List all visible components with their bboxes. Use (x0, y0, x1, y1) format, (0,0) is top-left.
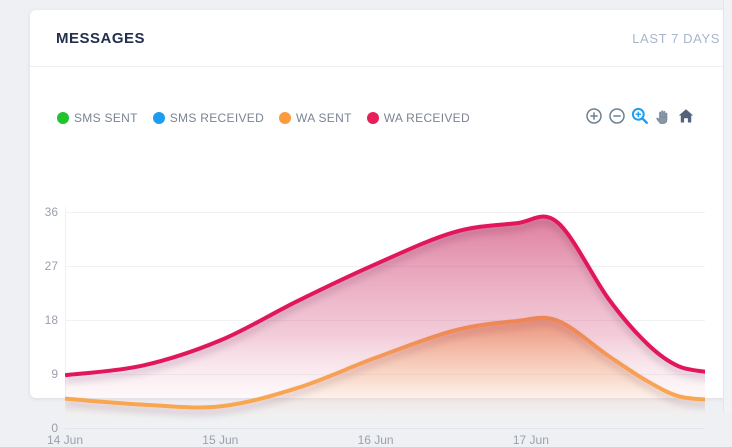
legend-item-sms-sent[interactable]: SMS SENT (57, 111, 138, 125)
panel-header: MESSAGES LAST 7 DAYS (30, 10, 732, 67)
period-label: LAST 7 DAYS (632, 30, 720, 46)
x-axis-line (65, 428, 705, 429)
page-scrollbar[interactable] (723, 0, 732, 413)
area-chart[interactable] (65, 207, 705, 428)
zoom-out-icon[interactable] (607, 106, 627, 126)
y-axis-tick-label: 27 (44, 259, 58, 273)
legend-item-sms-received[interactable]: SMS RECEIVED (152, 111, 265, 125)
pan-icon[interactable] (653, 106, 673, 126)
legend: SMS SENT SMS RECEIVED WA SENT WA RECEIVED (57, 111, 470, 125)
selection-zoom-icon[interactable] (630, 106, 650, 126)
legend-label: SMS RECEIVED (169, 111, 265, 125)
legend-dot-icon (366, 112, 379, 124)
zoom-in-icon[interactable] (584, 106, 604, 126)
legend-item-wa-sent[interactable]: WA SENT (279, 111, 352, 125)
plot-area[interactable]: 36 27 18 9 0 14 Jun 15 Jun 16 Jun 17 Jun (30, 67, 732, 447)
legend-item-wa-received[interactable]: WA RECEIVED (366, 111, 470, 125)
x-axis-tick-label: 16 Jun (357, 433, 394, 447)
y-axis-tick-label: 9 (51, 367, 58, 381)
legend-label: WA RECEIVED (383, 111, 470, 125)
chart-toolbar (584, 106, 696, 126)
wa-received-line (65, 214, 705, 378)
page: MESSAGES LAST 7 DAYS SMS SENT SMS RECEIVE… (30, 0, 732, 447)
x-axis-tick-label: 14 Jun (46, 433, 84, 447)
gridline (65, 212, 705, 213)
y-axis-line (65, 207, 66, 428)
legend-label: SMS SENT (74, 111, 138, 125)
wa-received-area (65, 216, 705, 428)
x-axis-tick-label: 17 Jun (512, 433, 549, 447)
x-axis-tick-label: 15 Jun (202, 433, 239, 447)
legend-label: WA SENT (296, 111, 352, 125)
home-icon[interactable] (676, 106, 696, 126)
messages-panel: MESSAGES LAST 7 DAYS SMS SENT SMS RECEIVE… (30, 10, 732, 447)
legend-dot-icon (57, 112, 69, 124)
legend-dot-icon (279, 112, 292, 124)
panel-title: MESSAGES (56, 29, 146, 47)
y-axis-tick-label: 36 (44, 205, 58, 219)
legend-dot-icon (152, 112, 165, 124)
y-axis-tick-label: 18 (44, 313, 58, 327)
